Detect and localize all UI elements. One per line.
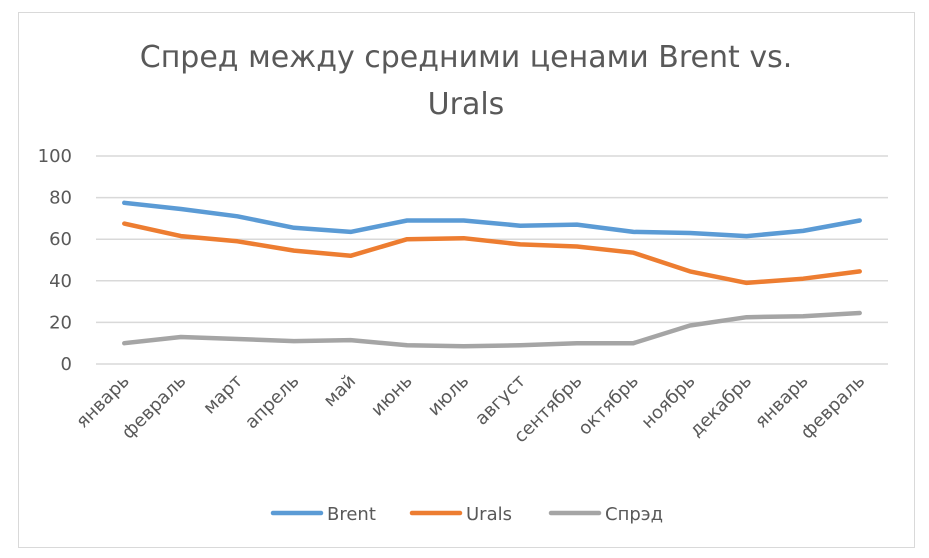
series-line-2	[122, 221, 862, 286]
y-tick-label: 40	[49, 271, 72, 292]
legend: Brent Urals Спрэд	[270, 504, 663, 525]
legend-label-3: Спрэд	[605, 504, 663, 525]
series-lines	[122, 200, 862, 349]
y-tick-label: 60	[49, 229, 72, 250]
legend-label-1: Brent	[327, 504, 376, 525]
x-tick-label: июль	[424, 371, 473, 420]
series-line-3	[122, 310, 862, 349]
gridlines	[96, 155, 888, 365]
x-tick-label: декабрь	[686, 371, 756, 441]
x-tick-label: апрель	[241, 371, 304, 434]
chart-title-line-2: Urals	[428, 87, 505, 122]
chart-title-line-1: Спред между средними ценами Brent vs.	[140, 40, 793, 75]
y-tick-label: 20	[49, 312, 72, 333]
series-line-1	[122, 200, 862, 239]
x-tick-label: март	[199, 371, 247, 419]
legend-label-2: Urals	[466, 504, 512, 525]
y-axis-labels: 0 20 40 60 80 100	[38, 146, 72, 375]
y-tick-label: 0	[61, 354, 72, 375]
y-tick-label: 100	[38, 146, 72, 167]
x-tick-label: июнь	[367, 371, 417, 421]
x-tick-label: май	[320, 371, 361, 412]
y-tick-label: 80	[49, 188, 72, 209]
x-tick-label: октябрь	[574, 371, 643, 440]
